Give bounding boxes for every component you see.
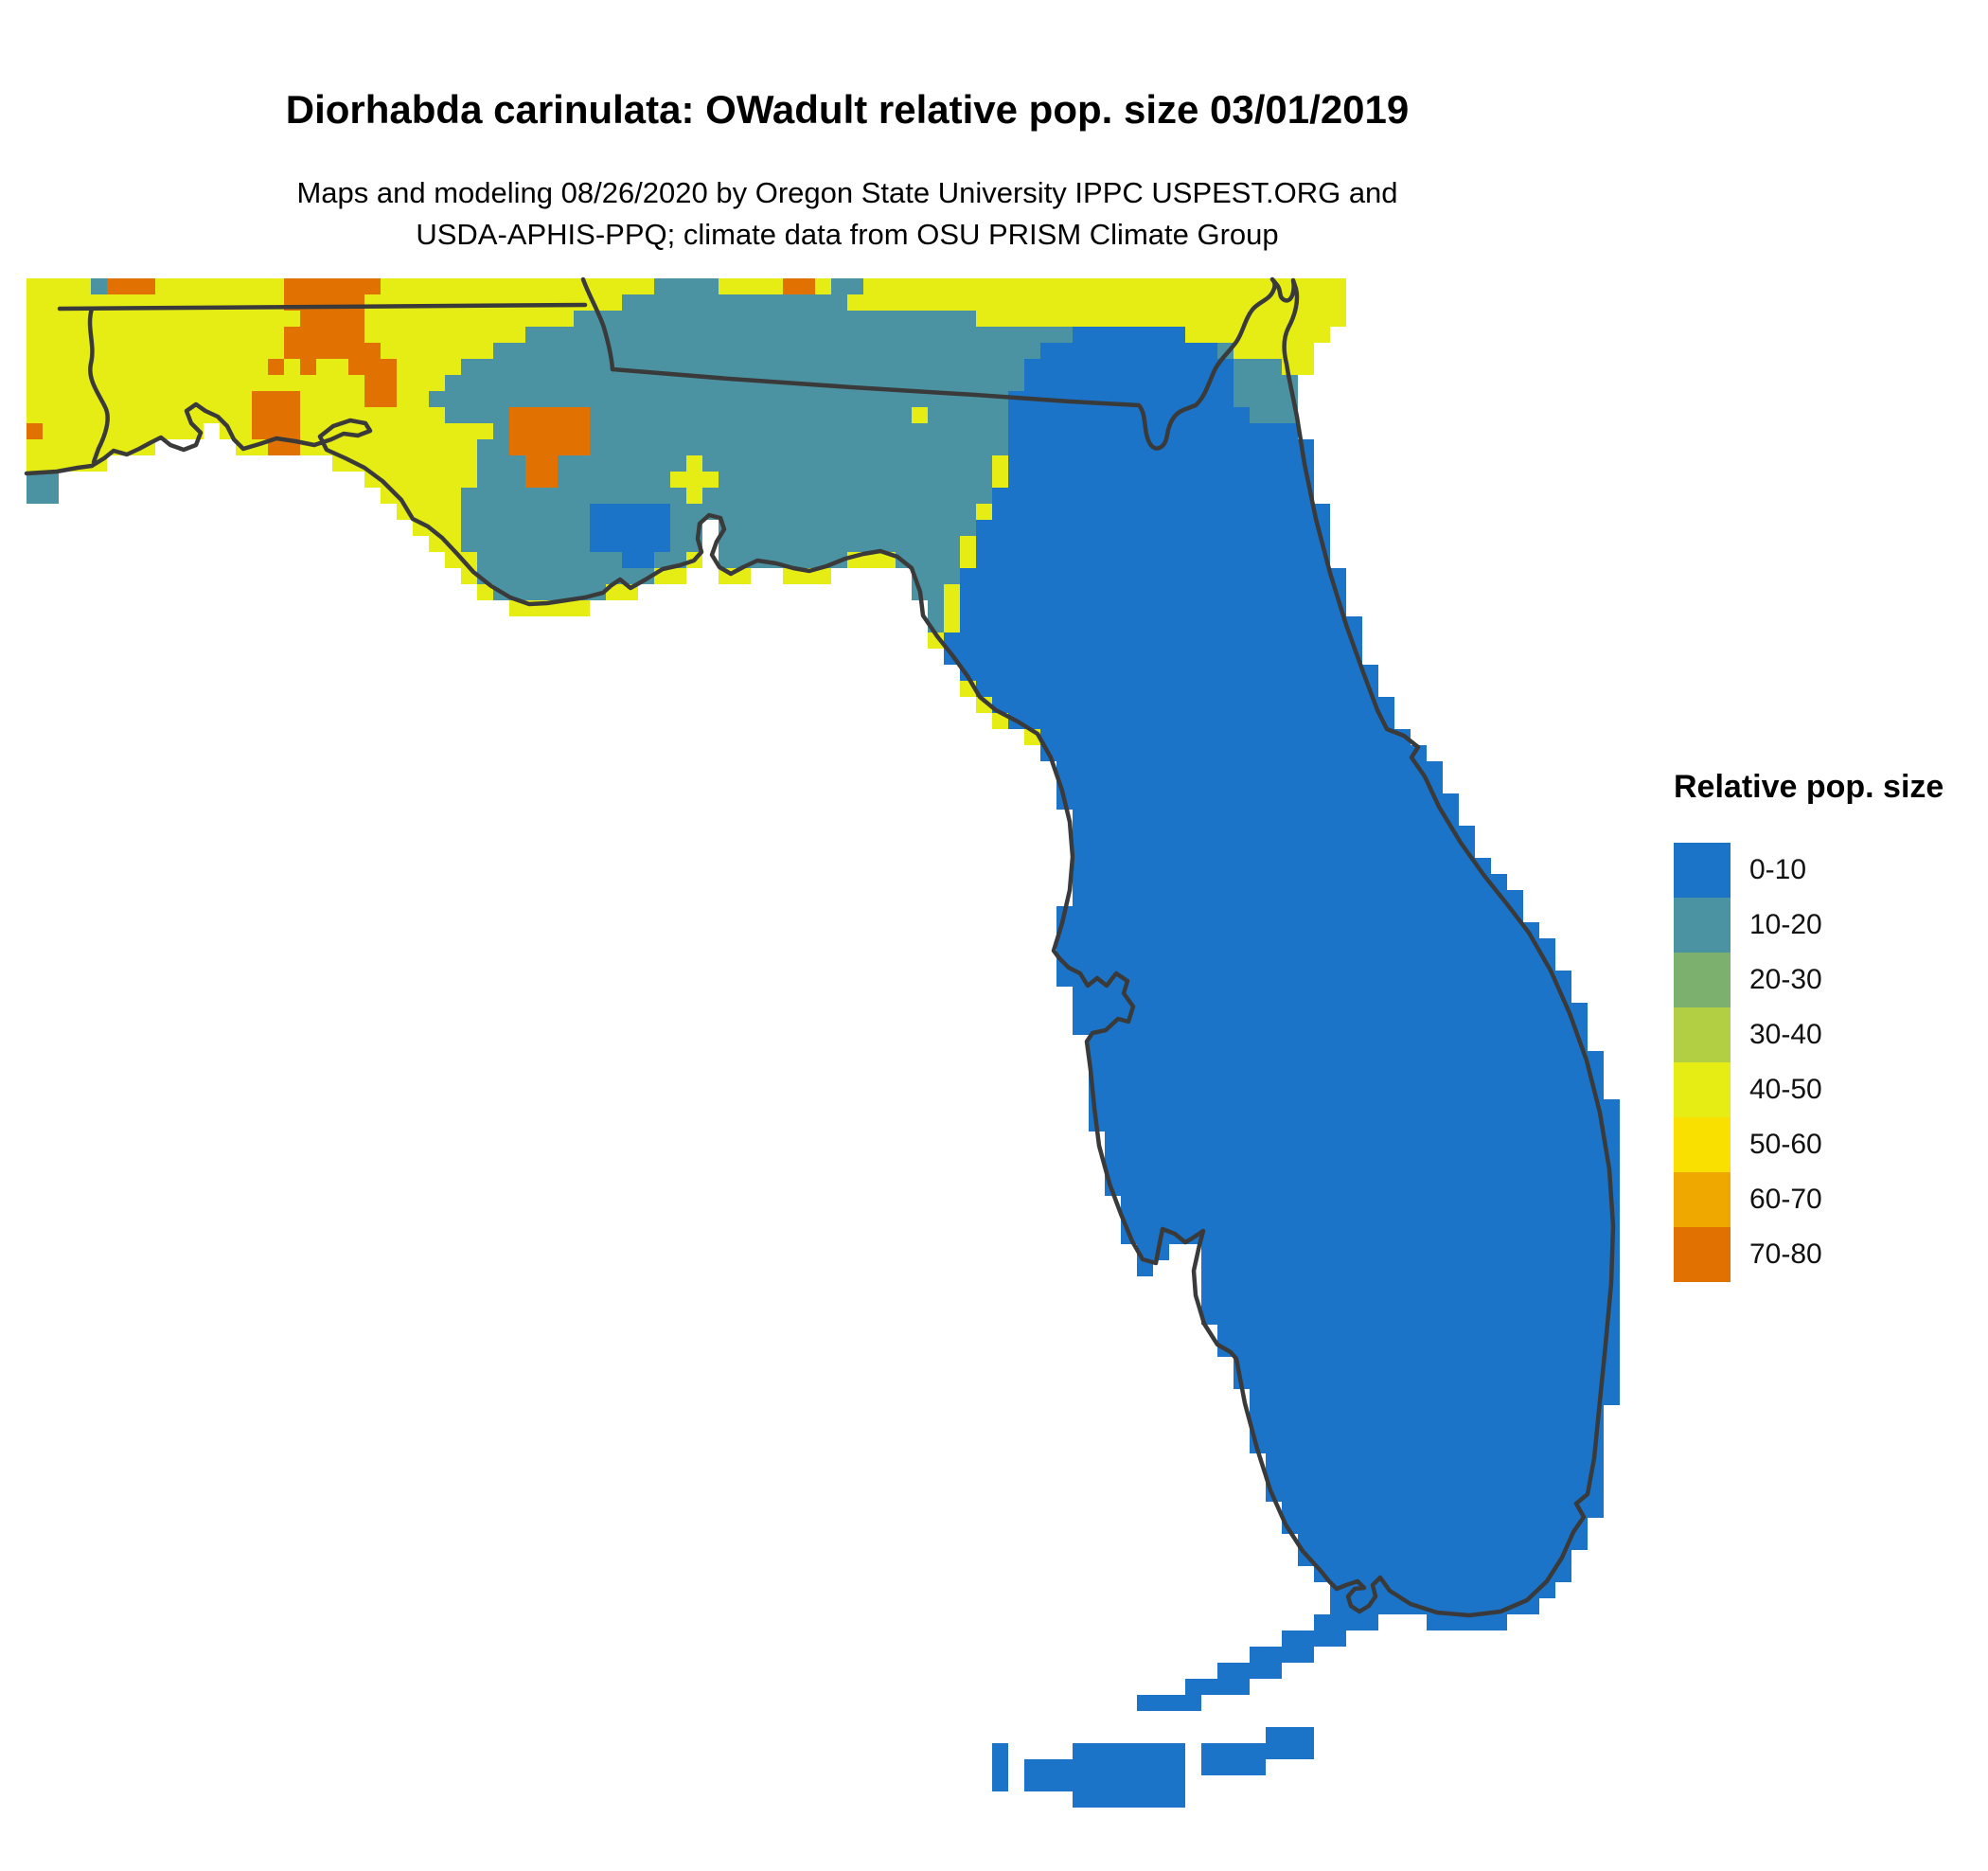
state-boundary-path	[610, 276, 1300, 451]
legend-swatch	[1674, 1227, 1731, 1282]
state-boundary-path	[24, 372, 1616, 1618]
legend-item-label: 20-30	[1749, 964, 1822, 995]
legend-item: 70-80	[1674, 1227, 1822, 1282]
legend-swatch	[1674, 1117, 1731, 1172]
legend-swatch	[1674, 1172, 1731, 1227]
legend-item-label: 30-40	[1749, 1019, 1822, 1050]
state-boundary-path	[580, 276, 615, 372]
legend-item: 10-20	[1674, 898, 1822, 953]
legend-item: 0-10	[1674, 843, 1822, 898]
legend-item: 40-50	[1674, 1062, 1822, 1117]
legend-item: 20-30	[1674, 953, 1822, 1007]
legend-item-label: 50-60	[1749, 1129, 1822, 1160]
page-subtitle-line2: USDA-APHIS-PPQ; climate data from OSU PR…	[416, 218, 1279, 251]
legend-item-label: 40-50	[1749, 1074, 1822, 1105]
legend-item-label: 60-70	[1749, 1184, 1822, 1215]
legend-items: 0-10 10-20 20-30 30-40 40-50 50-60 60-70 70-80	[1674, 843, 1822, 1282]
legend-item-label: 70-80	[1749, 1238, 1822, 1270]
state-boundary-path	[87, 306, 110, 465]
legend-swatch	[1674, 898, 1731, 953]
legend: Relative pop. size 0-10 10-20 20-30 30-40 40…	[1674, 769, 1986, 1282]
legend-item: 50-60	[1674, 1117, 1822, 1172]
legend-item-label: 0-10	[1749, 854, 1807, 885]
state-boundaries	[24, 276, 1616, 1618]
legend-item: 30-40	[1674, 1007, 1822, 1062]
legend-swatch	[1674, 843, 1731, 898]
state-boundary-path	[57, 302, 588, 312]
page-subtitle-line1: Maps and modeling 08/26/2020 by Oregon S…	[296, 176, 1398, 209]
legend-item-label: 10-20	[1749, 909, 1822, 940]
page-title: Diorhabda carinulata: OWadult relative p…	[285, 87, 1410, 132]
legend-swatch	[1674, 1007, 1731, 1062]
legend-swatch	[1674, 1062, 1731, 1117]
legend-item: 60-70	[1674, 1172, 1822, 1227]
map-raster	[27, 278, 1620, 1808]
legend-title: Relative pop. size	[1674, 769, 1944, 805]
legend-swatch	[1674, 953, 1731, 1007]
